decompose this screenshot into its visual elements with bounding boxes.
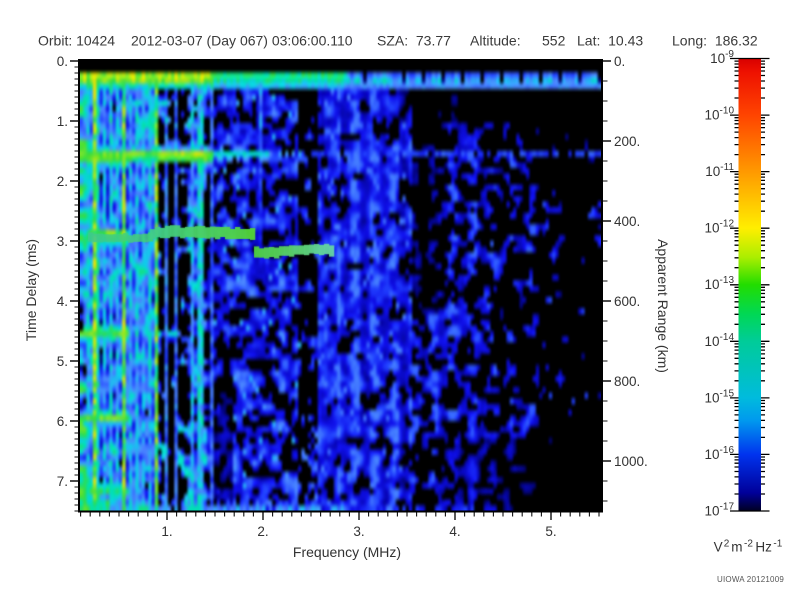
svg-text:1.: 1.	[161, 524, 172, 539]
svg-text:Altitude:: Altitude:	[470, 33, 521, 49]
svg-text:Orbit: 10424: Orbit: 10424	[38, 33, 115, 49]
svg-text:4.: 4.	[57, 294, 68, 309]
svg-text:5.: 5.	[57, 354, 68, 369]
svg-text:400.: 400.	[614, 214, 640, 229]
svg-text:10-14: 10-14	[705, 332, 735, 349]
svg-text:V2m-2Hz-1: V2 m -2 Hz -1	[714, 539, 783, 555]
svg-text:1.: 1.	[57, 114, 68, 129]
svg-text:Time Delay (ms): Time Delay (ms)	[23, 239, 39, 341]
svg-text:Apparent Range (km): Apparent Range (km)	[655, 239, 671, 373]
svg-text:800.: 800.	[614, 374, 640, 389]
svg-text:0.: 0.	[57, 54, 68, 69]
svg-text:10-10: 10-10	[705, 106, 735, 123]
svg-text:6.: 6.	[57, 414, 68, 429]
svg-text:5.: 5.	[545, 524, 556, 539]
svg-text:10-9: 10-9	[710, 49, 734, 66]
svg-text:Frequency (MHz): Frequency (MHz)	[293, 544, 401, 560]
svg-text:Long: 186.32: Long: 186.32	[672, 33, 758, 49]
svg-text:10-13: 10-13	[705, 275, 735, 292]
svg-text:3.: 3.	[57, 234, 68, 249]
svg-text:0.: 0.	[614, 54, 625, 69]
svg-text:10-16: 10-16	[705, 445, 735, 462]
svg-text:552: 552	[542, 33, 566, 49]
svg-text:10-11: 10-11	[705, 162, 734, 179]
svg-text:Lat: 10.43: Lat: 10.43	[577, 33, 643, 49]
svg-text:UIOWA 20121009: UIOWA 20121009	[717, 575, 784, 584]
svg-text:2.: 2.	[57, 174, 68, 189]
svg-text:4.: 4.	[449, 524, 460, 539]
svg-text:10-17: 10-17	[705, 502, 735, 519]
svg-text:3.: 3.	[353, 524, 364, 539]
svg-text:2012-03-07 (Day 067) 03:06:00.: 2012-03-07 (Day 067) 03:06:00.110	[131, 33, 353, 49]
svg-text:10-12: 10-12	[705, 219, 735, 236]
svg-text:600.: 600.	[614, 294, 640, 309]
svg-text:10-15: 10-15	[705, 388, 735, 405]
svg-text:7.: 7.	[57, 474, 68, 489]
svg-text:2.: 2.	[257, 524, 268, 539]
svg-text:SZA: 73.77: SZA: 73.77	[377, 33, 451, 49]
svg-text:1000.: 1000.	[614, 454, 648, 469]
svg-text:200.: 200.	[614, 134, 640, 149]
